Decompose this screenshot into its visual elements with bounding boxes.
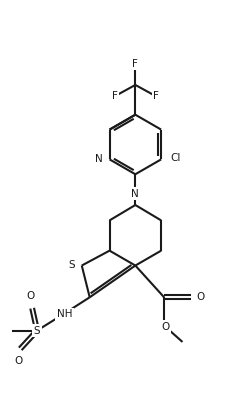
Text: O: O bbox=[26, 291, 34, 301]
Text: NH: NH bbox=[57, 309, 72, 319]
Text: F: F bbox=[112, 91, 117, 101]
Text: Cl: Cl bbox=[170, 153, 180, 164]
Text: N: N bbox=[131, 189, 139, 199]
Text: O: O bbox=[197, 292, 205, 302]
Text: S: S bbox=[69, 259, 75, 270]
Text: F: F bbox=[153, 91, 159, 101]
Text: S: S bbox=[34, 325, 40, 335]
Text: F: F bbox=[132, 59, 138, 69]
Text: O: O bbox=[14, 356, 22, 366]
Text: O: O bbox=[161, 322, 170, 332]
Text: N: N bbox=[95, 154, 103, 164]
